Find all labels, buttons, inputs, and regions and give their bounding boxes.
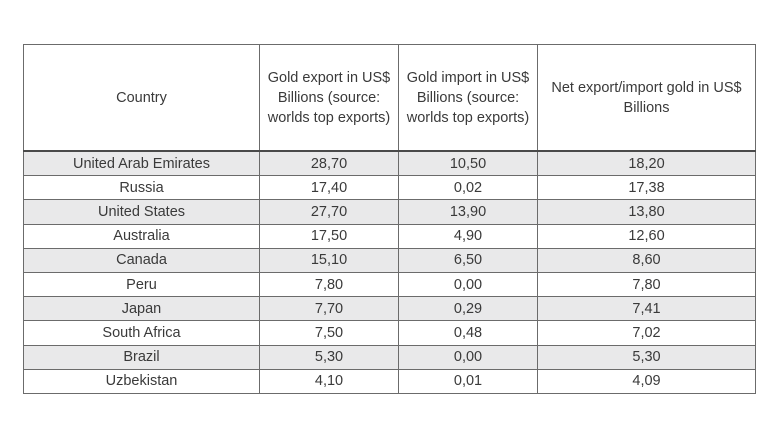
table-row: Peru 7,80 0,00 7,80: [23, 271, 756, 298]
cell-gold-import: 13,90: [398, 199, 538, 225]
table-row: United States 27,70 13,90 13,80: [23, 199, 756, 225]
gold-trade-table: Country Gold export in US$ Billions (sou…: [23, 44, 756, 394]
table-row: Japan 7,70 0,29 7,41: [23, 296, 756, 322]
cell-net: 13,80: [537, 199, 756, 225]
table-row: Russia 17,40 0,02 17,38: [23, 175, 756, 201]
cell-gold-import: 0,01: [398, 368, 538, 394]
cell-country: South Africa: [23, 320, 260, 346]
cell-gold-import: 0,29: [398, 296, 538, 322]
cell-country: United Arab Emirates: [23, 150, 260, 177]
table-row: United Arab Emirates 28,70 10,50 18,20: [23, 150, 756, 177]
header-row: Country Gold export in US$ Billions (sou…: [23, 44, 756, 152]
table-row: Canada 15,10 6,50 8,60: [23, 247, 756, 273]
cell-gold-import: 4,90: [398, 223, 538, 249]
cell-gold-import: 0,00: [398, 271, 538, 298]
cell-country: Peru: [23, 271, 260, 298]
cell-net: 12,60: [537, 223, 756, 249]
cell-country: Brazil: [23, 344, 260, 370]
table-row: Uzbekistan 4,10 0,01 4,09: [23, 368, 756, 394]
cell-gold-import: 6,50: [398, 247, 538, 273]
cell-net: 7,02: [537, 320, 756, 346]
cell-gold-export: 4,10: [259, 368, 399, 394]
cell-gold-export: 28,70: [259, 150, 399, 177]
table-row: Australia 17,50 4,90 12,60: [23, 223, 756, 249]
table-header: Country Gold export in US$ Billions (sou…: [23, 44, 756, 152]
cell-gold-import: 10,50: [398, 150, 538, 177]
cell-country: United States: [23, 199, 260, 225]
cell-net: 18,20: [537, 150, 756, 177]
cell-gold-import: 0,02: [398, 175, 538, 201]
cell-gold-export: 7,50: [259, 320, 399, 346]
cell-gold-export: 17,50: [259, 223, 399, 249]
header-gold-export: Gold export in US$ Billions (source: wor…: [259, 44, 399, 152]
cell-country: Japan: [23, 296, 260, 322]
cell-net: 17,38: [537, 175, 756, 201]
cell-net: 8,60: [537, 247, 756, 273]
cell-net: 5,30: [537, 344, 756, 370]
cell-gold-export: 15,10: [259, 247, 399, 273]
cell-country: Russia: [23, 175, 260, 201]
cell-net: 7,41: [537, 296, 756, 322]
cell-net: 4,09: [537, 368, 756, 394]
cell-country: Uzbekistan: [23, 368, 260, 394]
header-gold-import: Gold import in US$ Billions (source: wor…: [398, 44, 538, 152]
cell-gold-export: 5,30: [259, 344, 399, 370]
cell-country: Australia: [23, 223, 260, 249]
cell-country: Canada: [23, 247, 260, 273]
cell-gold-export: 27,70: [259, 199, 399, 225]
gold-trade-table-container: Country Gold export in US$ Billions (sou…: [23, 44, 756, 394]
table-row: South Africa 7,50 0,48 7,02: [23, 320, 756, 346]
header-net-export-import: Net export/import gold in US$ Billions: [537, 44, 756, 152]
table-body: United Arab Emirates 28,70 10,50 18,20 R…: [23, 150, 756, 394]
cell-gold-import: 0,48: [398, 320, 538, 346]
cell-net: 7,80: [537, 271, 756, 298]
cell-gold-export: 7,80: [259, 271, 399, 298]
cell-gold-export: 17,40: [259, 175, 399, 201]
header-country: Country: [23, 44, 260, 152]
cell-gold-export: 7,70: [259, 296, 399, 322]
table-row: Brazil 5,30 0,00 5,30: [23, 344, 756, 370]
cell-gold-import: 0,00: [398, 344, 538, 370]
